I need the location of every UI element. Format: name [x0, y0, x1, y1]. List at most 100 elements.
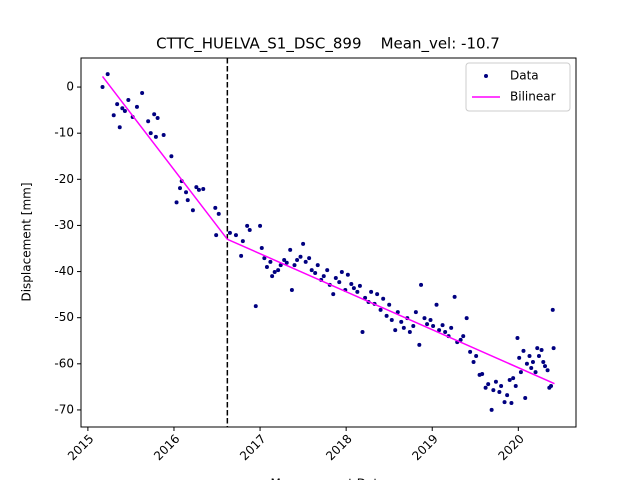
y-tick-label: -20: [54, 172, 74, 186]
data-point: [440, 323, 445, 328]
data-point: [545, 368, 550, 373]
data-point: [357, 283, 362, 288]
data-point: [270, 274, 275, 279]
data-point: [201, 186, 206, 191]
data-point: [115, 102, 120, 107]
legend-box: [465, 62, 571, 112]
data-point: [458, 337, 463, 342]
data-point: [213, 205, 218, 210]
data-point: [480, 371, 485, 376]
data-point: [523, 395, 528, 400]
data-point: [276, 268, 281, 273]
data-point: [303, 259, 308, 264]
data-point: [239, 253, 244, 258]
data-point: [518, 370, 523, 375]
data-point: [196, 187, 201, 192]
data-point: [419, 282, 424, 287]
data-point: [471, 359, 476, 364]
data-point: [100, 85, 105, 90]
data-point: [190, 208, 195, 213]
data-point: [272, 270, 277, 275]
data-point: [315, 263, 320, 268]
data-point: [483, 385, 488, 390]
data-point: [284, 260, 289, 265]
data-point: [497, 389, 502, 394]
data-point: [309, 268, 314, 273]
data-point: [375, 292, 380, 297]
data-point: [431, 323, 436, 328]
data-point: [295, 258, 300, 263]
axes-frame: [80, 57, 577, 428]
y-tick-label: -60: [54, 356, 74, 370]
data-point: [105, 72, 110, 77]
y-tick-label: -30: [54, 218, 74, 232]
data-point: [184, 190, 189, 195]
data-point: [325, 268, 330, 273]
data-point: [233, 233, 238, 238]
data-point: [333, 276, 338, 281]
data-point: [153, 134, 158, 139]
data-point: [499, 383, 504, 388]
data-point: [331, 292, 336, 297]
data-point: [486, 382, 491, 387]
data-point: [351, 286, 356, 291]
data-point: [428, 317, 433, 322]
data-point: [268, 259, 273, 264]
data-point: [301, 241, 306, 246]
data-point: [339, 270, 344, 275]
y-tick-label: 0: [66, 80, 74, 94]
data-point: [282, 258, 287, 263]
data-point: [521, 348, 526, 353]
data-point: [247, 228, 252, 233]
data-point: [464, 316, 469, 321]
legend-marker: [484, 74, 488, 78]
data-point: [155, 115, 160, 120]
data-point: [378, 307, 383, 312]
data-point: [264, 264, 269, 269]
data-point: [194, 185, 199, 190]
data-point: [524, 361, 529, 366]
data-point: [549, 383, 554, 388]
data-point: [411, 323, 416, 328]
data-point: [491, 388, 496, 393]
data-point: [543, 364, 548, 369]
data-point: [536, 353, 541, 358]
data-point: [292, 263, 297, 268]
data-point: [493, 379, 498, 384]
fit-line: [101, 75, 555, 385]
y-tick-label: -50: [54, 310, 74, 324]
data-point: [313, 270, 318, 275]
data-point: [258, 223, 263, 228]
data-point: [502, 400, 507, 405]
data-point: [550, 307, 555, 312]
data-point: [407, 329, 412, 334]
data-point: [146, 119, 151, 124]
data-point: [369, 289, 374, 294]
data-point: [509, 401, 514, 406]
data-point: [126, 97, 131, 102]
x-axis-label: Measurement Date: [271, 477, 386, 480]
data-point: [515, 335, 520, 340]
data-point: [422, 316, 427, 321]
legend-label: Data: [510, 69, 539, 83]
data-point: [529, 365, 534, 370]
data-point: [530, 359, 535, 364]
data-point: [535, 346, 540, 351]
data-point: [337, 280, 342, 285]
data-point: [551, 346, 556, 351]
data-point: [443, 329, 448, 334]
y-tick-label: -10: [54, 126, 74, 140]
data-point: [395, 310, 400, 315]
data-point: [148, 131, 153, 136]
y-axis-label: Displacement [mm]: [20, 182, 34, 301]
data-point: [381, 296, 386, 301]
data-point: [111, 113, 116, 118]
data-point: [401, 325, 406, 330]
data-point: [425, 322, 430, 327]
data-point: [513, 383, 518, 388]
data-point: [449, 325, 454, 330]
data-point: [174, 200, 179, 205]
data-point: [517, 355, 522, 360]
data-point: [474, 353, 479, 358]
